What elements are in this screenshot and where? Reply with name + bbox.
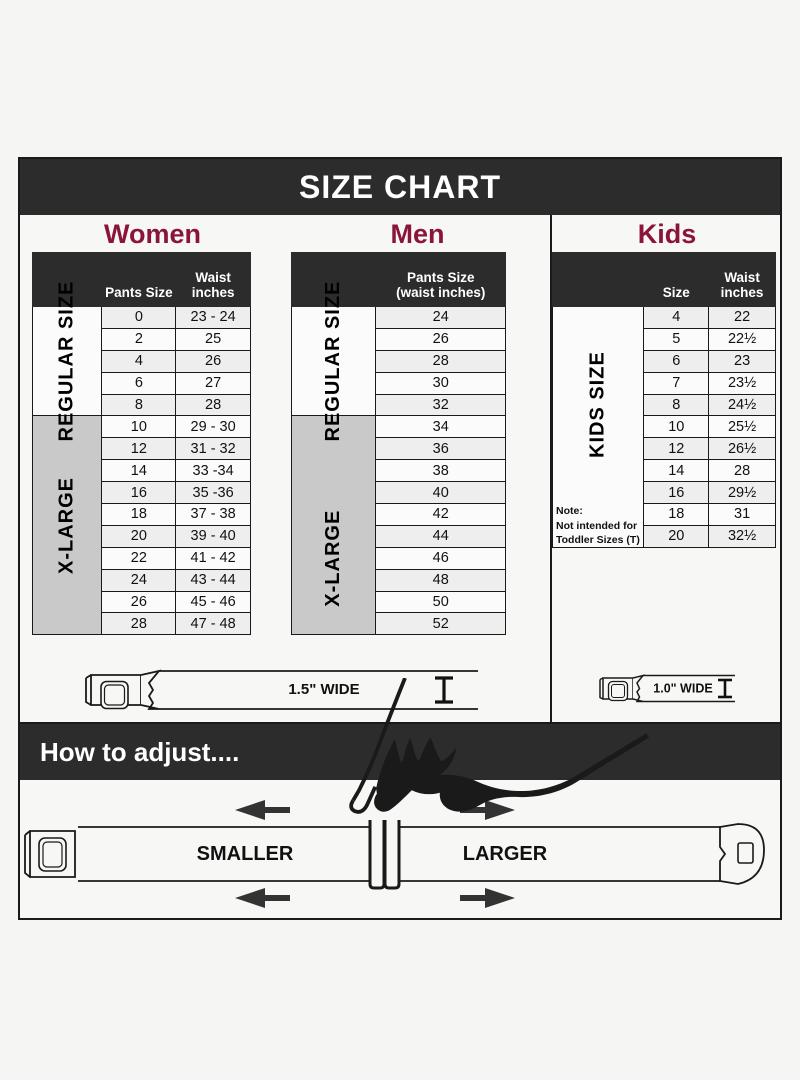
svg-text:1.0" WIDE: 1.0" WIDE [653,682,712,696]
svg-text:SMALLER: SMALLER [197,843,294,865]
